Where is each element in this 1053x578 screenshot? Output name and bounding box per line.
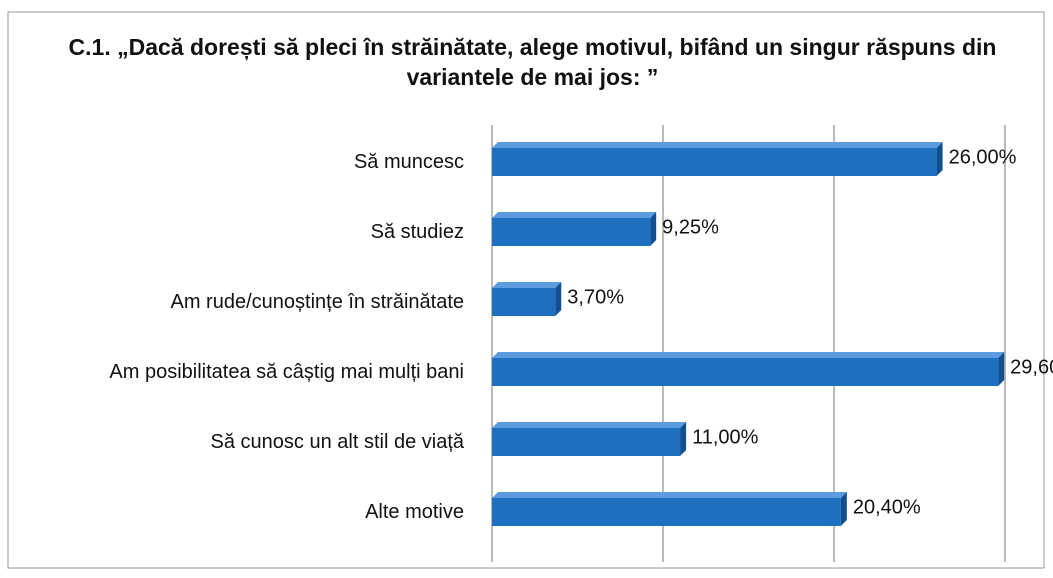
bar: [492, 148, 937, 176]
bar: [492, 498, 841, 526]
bar-top: [492, 212, 657, 218]
bar-end: [555, 282, 562, 316]
value-label: 11,00%: [692, 426, 759, 448]
bar-end: [680, 422, 687, 456]
bar-top: [492, 352, 1005, 358]
bar-end: [650, 212, 657, 246]
value-label: 3,70%: [567, 286, 624, 308]
value-label: 26,00%: [949, 146, 1017, 168]
frame: [7, 11, 1045, 569]
bar-top: [492, 492, 847, 498]
bar: [492, 428, 681, 456]
category-label: Să cunosc un alt stil de viață: [210, 431, 464, 453]
bar: [492, 358, 999, 386]
bar-top: [492, 282, 562, 288]
category-label: Să muncesc: [353, 151, 464, 173]
bar-top: [492, 422, 687, 428]
category-label: Să studiez: [370, 221, 464, 243]
bar-end: [998, 352, 1005, 386]
value-label: 9,25%: [662, 216, 719, 238]
value-label: 29,60%: [1010, 356, 1053, 378]
bar: [492, 218, 651, 246]
category-label: Alte motive: [365, 501, 464, 523]
chart-title: C.1. „Dacă dorești să pleci în străinăta…: [68, 34, 997, 90]
bar: [492, 288, 556, 316]
bar-end: [936, 142, 943, 176]
value-label: 20,40%: [853, 496, 921, 518]
category-label: Am posibilitatea să câștig mai mulți ban…: [109, 361, 464, 383]
bar-end: [840, 492, 847, 526]
category-label: Am rude/cunoștințe în străinătate: [170, 291, 465, 313]
bar-top: [492, 142, 943, 148]
